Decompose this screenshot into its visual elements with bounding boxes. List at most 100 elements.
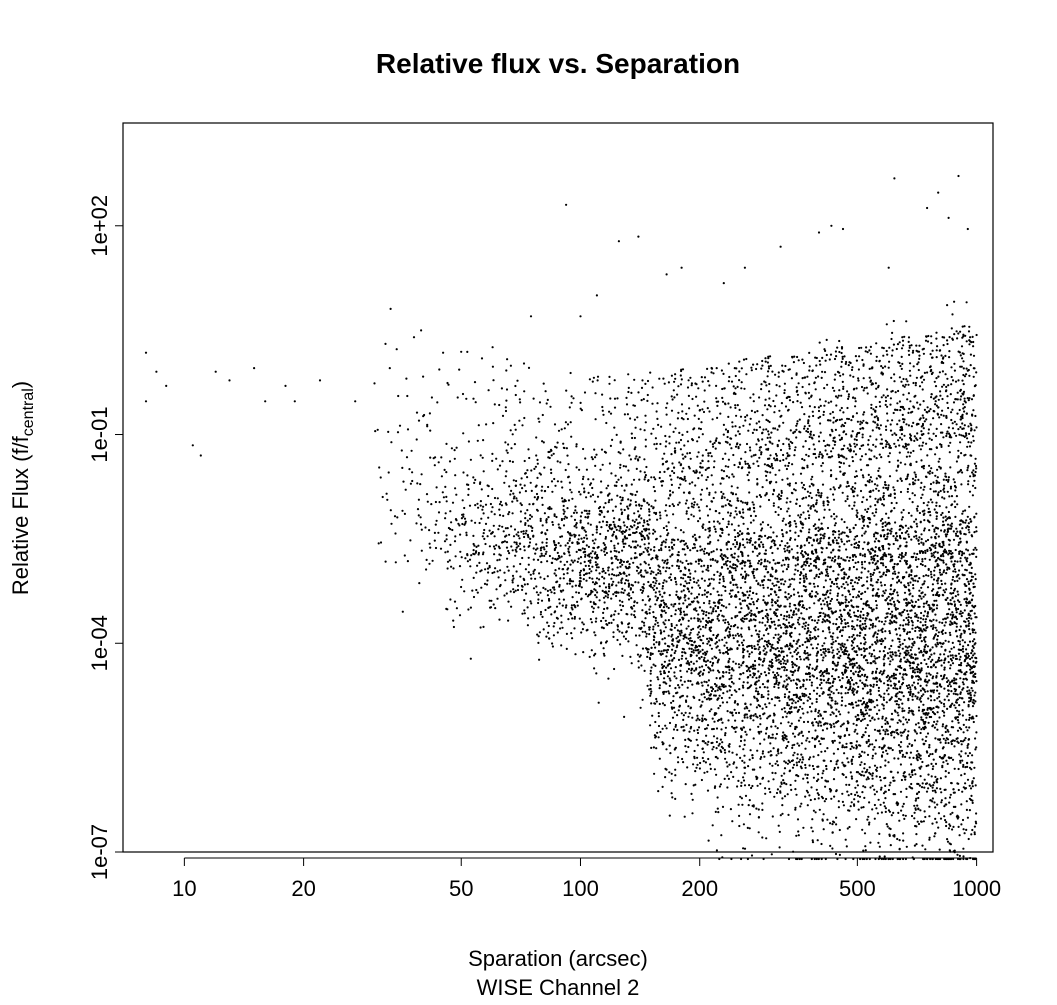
data-point (664, 642, 667, 645)
data-point (706, 650, 709, 653)
data-point (768, 702, 771, 705)
data-point (707, 684, 710, 687)
data-point (649, 694, 652, 697)
data-point (662, 599, 665, 602)
data-point (613, 574, 616, 577)
data-point (452, 625, 455, 629)
data-point (757, 439, 760, 442)
data-point (795, 428, 798, 431)
data-point (778, 624, 782, 627)
data-point (809, 433, 812, 436)
data-point (814, 629, 817, 632)
data-point (675, 590, 678, 593)
data-point (747, 765, 750, 768)
data-point (501, 525, 504, 528)
data-point (565, 604, 568, 607)
data-point (527, 524, 530, 527)
data-point (718, 694, 721, 697)
data-point (701, 617, 705, 620)
data-point (759, 742, 762, 745)
data-point (769, 617, 773, 620)
data-point (659, 535, 662, 538)
data-point (745, 357, 748, 361)
data-point (799, 658, 802, 661)
data-point (499, 500, 502, 503)
data-point (598, 578, 601, 581)
data-point (670, 541, 673, 544)
data-point (627, 585, 630, 588)
data-point (797, 514, 800, 517)
data-point (658, 605, 662, 609)
data-point (600, 480, 603, 483)
data-point (619, 604, 622, 607)
data-point (771, 736, 774, 739)
data-point (643, 543, 646, 546)
data-point (701, 700, 704, 703)
data-point (535, 436, 538, 439)
data-point (804, 773, 807, 776)
data-point (715, 849, 719, 852)
data-point (724, 428, 728, 431)
data-point (705, 614, 708, 617)
data-point (748, 446, 752, 449)
data-point (581, 477, 585, 481)
data-point (718, 742, 721, 746)
data-point (652, 507, 655, 510)
data-point (801, 605, 804, 609)
data-point (663, 623, 666, 626)
data-point (717, 619, 721, 622)
data-point (547, 631, 550, 634)
data-point (769, 482, 772, 485)
data-point (453, 540, 457, 543)
data-point (686, 660, 689, 663)
data-point (620, 608, 623, 612)
data-point (812, 582, 816, 585)
data-point (695, 766, 698, 769)
data-point (594, 589, 597, 592)
data-point (633, 448, 636, 451)
data-point (775, 384, 778, 387)
data-point (792, 613, 795, 616)
data-point (591, 565, 594, 568)
data-point (578, 617, 581, 620)
data-point (757, 648, 760, 651)
data-point (749, 703, 752, 706)
data-point (762, 695, 765, 699)
data-point (606, 529, 610, 532)
data-point (629, 458, 633, 461)
data-point (641, 647, 645, 650)
data-point (782, 583, 786, 586)
data-point (712, 610, 715, 613)
data-point (771, 551, 774, 555)
data-point (753, 674, 756, 677)
data-point (621, 631, 624, 634)
data-point (428, 529, 431, 532)
data-point (396, 516, 399, 519)
data-point (680, 712, 683, 715)
data-point (769, 736, 773, 739)
data-point (648, 628, 651, 631)
data-point (458, 614, 462, 617)
data-point (687, 619, 690, 622)
data-point (808, 424, 811, 427)
data-point (734, 719, 737, 722)
data-point (430, 396, 433, 399)
data-point (461, 513, 464, 516)
data-point (594, 634, 597, 637)
data-point (445, 495, 448, 498)
data-point (764, 470, 767, 473)
data-point (714, 510, 718, 513)
data-point (682, 637, 685, 640)
data-point (728, 375, 731, 379)
data-point (689, 562, 692, 565)
data-point (747, 574, 750, 577)
data-point (697, 584, 700, 587)
data-point (694, 783, 697, 786)
data-point (545, 544, 548, 548)
data-point (602, 652, 606, 655)
data-point (748, 590, 752, 593)
data-point (783, 782, 786, 785)
data-point (547, 456, 550, 459)
data-point (792, 679, 795, 682)
data-point (801, 761, 804, 764)
